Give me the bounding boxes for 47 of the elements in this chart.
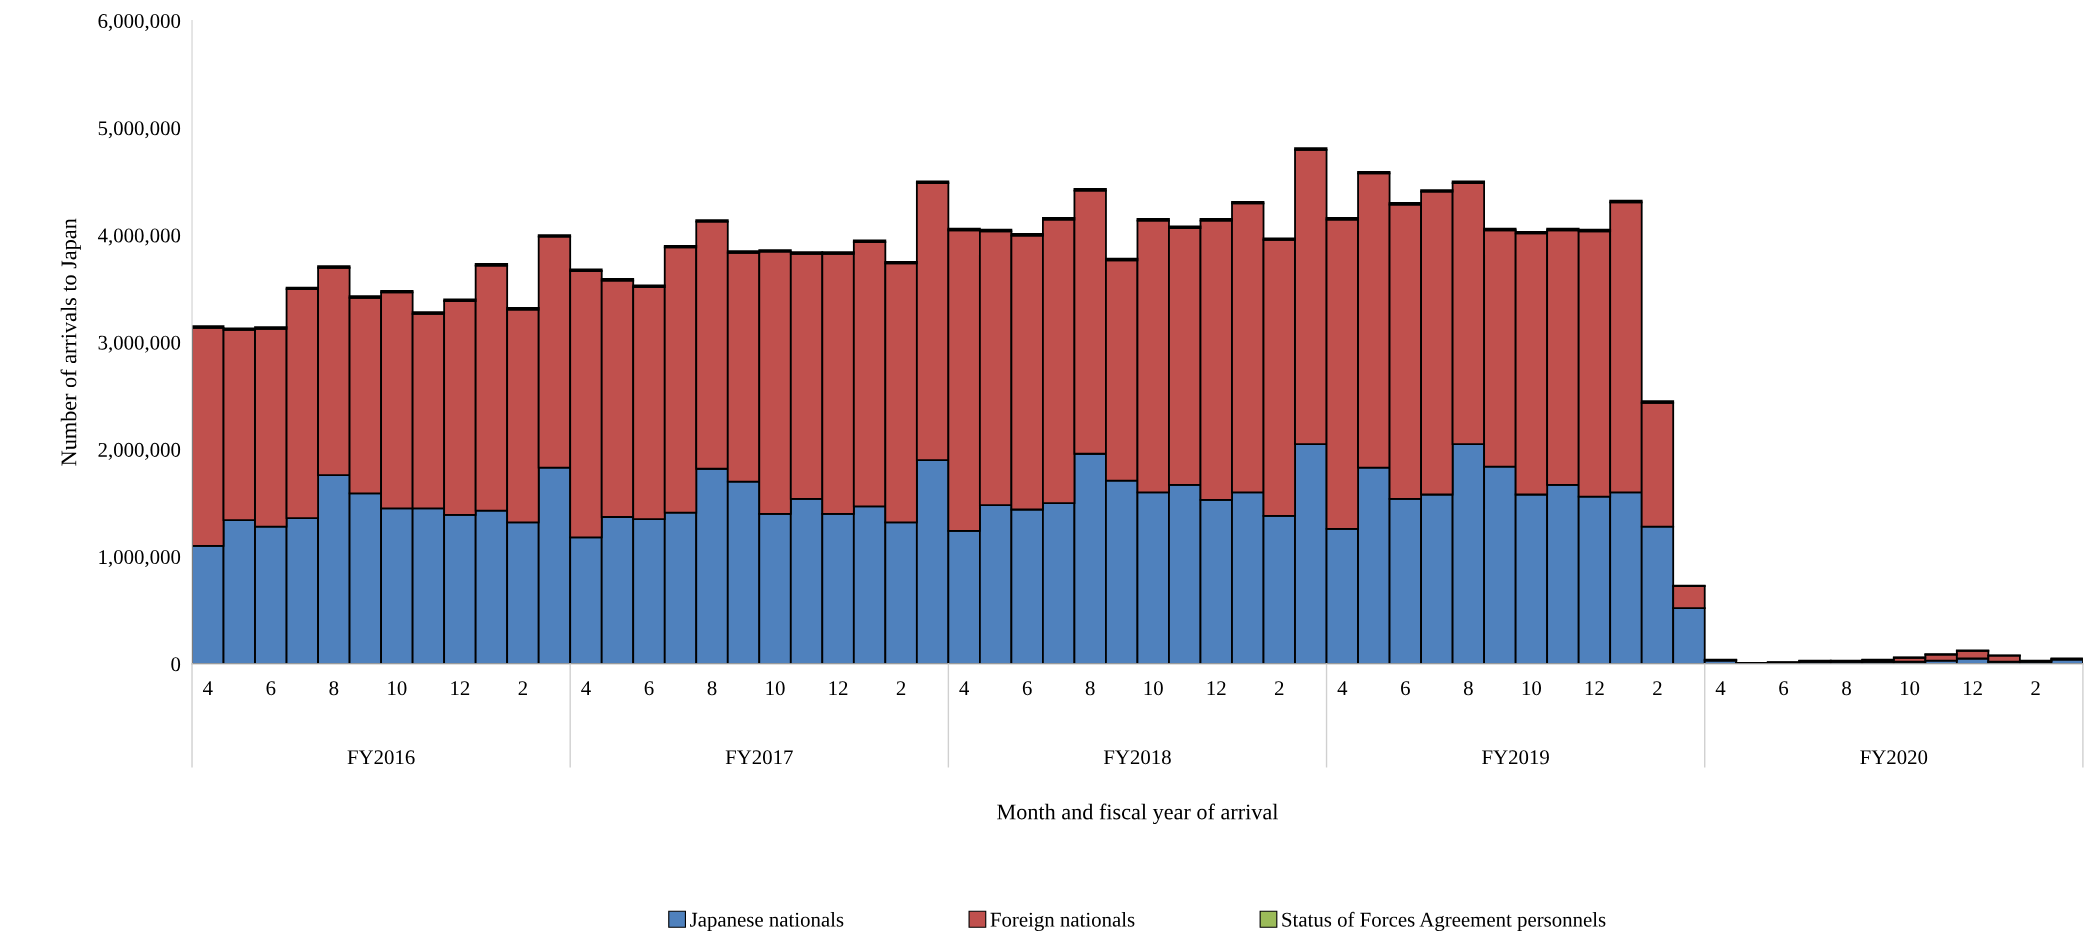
x-axis-title: Month and fiscal year of arrival [997, 803, 1279, 825]
x-tick-label: 12 [1964, 681, 1982, 695]
x-tick-label: 2 [1274, 681, 1284, 695]
x-tick-label: 4 [1337, 681, 1348, 695]
y-tick-label: 0 [171, 657, 181, 672]
x-tick-label: 8 [1085, 681, 1095, 696]
x-tick-label: 8 [1842, 681, 1851, 696]
x-tick-label: 12 [829, 681, 848, 695]
x-tick-label: 10 [766, 681, 785, 696]
x-tick-label: 2 [2031, 681, 2040, 695]
x-tick-label: 12 [1207, 681, 1226, 695]
text: FY2019 [1482, 750, 1549, 765]
x-tick-label: 2 [896, 681, 906, 695]
x-tick-label: 4 [1715, 681, 1726, 695]
y-tick-label: 2,000,000 [98, 442, 181, 460]
y-tick-label: 6,000,000 [98, 14, 181, 32]
x-tick-label: 8 [1463, 681, 1473, 696]
x-tick-label: 8 [707, 681, 717, 696]
text: FY2017 [725, 750, 793, 765]
y-tick-label: 4,000,000 [97, 228, 181, 246]
y-axis-title: Number of arrivals to Japan [60, 218, 81, 466]
x-tick-label: 12 [451, 681, 470, 695]
legend-label: Foreign nationals [990, 912, 1135, 932]
text: FY2018 [1103, 750, 1171, 765]
y-tick-label: 3,000,000 [98, 335, 181, 353]
y-tick-label: 5,000,000 [98, 121, 181, 139]
x-tick-label: 2 [1653, 681, 1662, 695]
x-tick-label: 10 [388, 681, 407, 696]
x-tick-label: 4 [581, 681, 591, 695]
x-tick-label: 12 [1585, 681, 1604, 695]
x-tick-label: 4 [202, 681, 213, 695]
x-tick-label: 10 [1900, 681, 1920, 696]
x-tick-label: 6 [1401, 681, 1410, 696]
legend-label: Status of Forces Agreement personnels [1282, 911, 1606, 932]
x-tick-label: 6 [1022, 681, 1032, 696]
x-tick-label: 6 [1779, 681, 1789, 696]
text: FY2016 [347, 750, 415, 765]
x-tick-label: 6 [644, 681, 654, 696]
x-tick-label: 2 [518, 681, 527, 695]
legend-label: Japanese nationals [690, 912, 844, 931]
x-tick-label: 6 [266, 681, 276, 696]
x-tick-label: 10 [1522, 681, 1542, 696]
y-tick-label: 1,000,000 [99, 550, 181, 568]
x-tick-label: 8 [329, 681, 339, 696]
x-tick-label: 10 [1144, 681, 1163, 696]
text: FY2020 [1860, 750, 1928, 765]
x-tick-label: 4 [959, 681, 970, 695]
